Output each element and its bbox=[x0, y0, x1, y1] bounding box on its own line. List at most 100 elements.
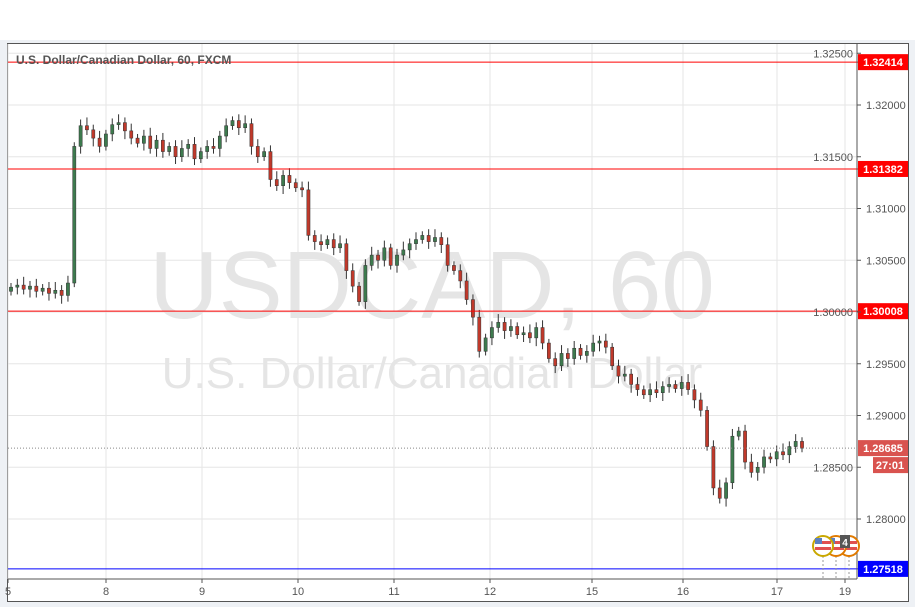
y-tick-label: 1.32000 bbox=[866, 100, 906, 112]
candle-body bbox=[743, 430, 747, 463]
candle-body bbox=[59, 290, 64, 296]
candle-body bbox=[667, 384, 671, 387]
candle-body bbox=[724, 482, 728, 499]
candle-body bbox=[414, 239, 418, 244]
flag-stripe bbox=[841, 547, 857, 550]
candle-body bbox=[369, 254, 374, 266]
flag-canton bbox=[815, 538, 822, 544]
candle-body bbox=[566, 353, 570, 359]
price-label: 1.31382 bbox=[863, 164, 903, 176]
candle-body bbox=[439, 237, 444, 245]
candle-body bbox=[47, 287, 51, 294]
candle-body bbox=[730, 435, 735, 484]
countdown-box bbox=[873, 457, 908, 474]
x-tick-label: 12 bbox=[484, 586, 496, 598]
candle-body bbox=[622, 373, 627, 377]
candle-body bbox=[534, 327, 539, 339]
candle-body bbox=[34, 285, 39, 292]
countdown-label: 27:01 bbox=[876, 460, 904, 472]
y-tick-label: 1.28500 bbox=[813, 462, 853, 474]
candle-body bbox=[198, 151, 203, 160]
candle-body bbox=[224, 125, 229, 137]
candle-body bbox=[21, 284, 26, 290]
candle-body bbox=[205, 146, 210, 152]
candle-body bbox=[471, 299, 475, 318]
candle-body bbox=[540, 327, 545, 344]
candle-body bbox=[15, 284, 20, 288]
x-tick-label: 10 bbox=[292, 586, 304, 598]
candle-body bbox=[496, 322, 501, 328]
candle-body bbox=[603, 340, 608, 348]
candle-body bbox=[129, 130, 134, 139]
candle-body bbox=[357, 285, 361, 302]
y-tick-label: 1.30000 bbox=[813, 307, 853, 319]
candle-body bbox=[490, 327, 494, 339]
candle-body bbox=[123, 122, 127, 132]
candle-body bbox=[521, 332, 526, 336]
price-label-box bbox=[858, 54, 908, 71]
candle-body bbox=[350, 270, 355, 287]
x-tick-label: 11 bbox=[388, 586, 399, 598]
y-tick-label: 1.31500 bbox=[813, 152, 853, 164]
candle-body bbox=[243, 123, 247, 129]
candle-body bbox=[692, 389, 697, 401]
candle-body bbox=[376, 254, 380, 261]
candle-body bbox=[249, 123, 254, 147]
candle-body bbox=[755, 467, 760, 473]
candle-body bbox=[800, 441, 804, 449]
candle-body bbox=[654, 389, 659, 393]
x-tick-label: 19 bbox=[839, 586, 851, 598]
flag-stripe bbox=[828, 547, 844, 550]
candle-body bbox=[135, 137, 140, 144]
candle-body bbox=[578, 347, 583, 356]
candle-body bbox=[293, 182, 298, 189]
candle-body bbox=[40, 287, 45, 292]
candle-body bbox=[452, 265, 456, 271]
x-tick-label: 17 bbox=[771, 586, 783, 598]
candle-body bbox=[401, 249, 406, 256]
candle-body bbox=[28, 285, 32, 290]
candle-body bbox=[673, 384, 678, 389]
last-price-label: 1.28685 bbox=[863, 443, 903, 455]
candle-body bbox=[382, 247, 387, 261]
candle-body bbox=[774, 451, 779, 460]
candle-body bbox=[363, 265, 368, 302]
x-tick-label: 8 bbox=[103, 586, 109, 598]
candle-body bbox=[192, 144, 197, 160]
y-tick-label: 1.29000 bbox=[866, 411, 906, 423]
candle-body bbox=[528, 332, 532, 339]
candle-body bbox=[154, 139, 159, 149]
candle-body bbox=[483, 337, 488, 352]
candle-body bbox=[85, 125, 89, 131]
x-tick-label: 9 bbox=[199, 586, 205, 598]
candle-body bbox=[426, 235, 431, 242]
candle-body bbox=[686, 382, 690, 390]
price-label-box bbox=[858, 303, 908, 320]
flag-stripe bbox=[815, 541, 831, 544]
candle-body bbox=[186, 144, 191, 149]
event-count: 4 bbox=[842, 538, 848, 549]
candle-body bbox=[161, 139, 165, 152]
candle-body bbox=[236, 120, 241, 129]
candle-body bbox=[648, 389, 652, 396]
candle-body bbox=[407, 243, 412, 251]
candle-body bbox=[591, 342, 596, 352]
candle-body bbox=[167, 146, 172, 152]
candle-body bbox=[281, 175, 285, 186]
candle-body bbox=[660, 386, 665, 393]
candle-body bbox=[66, 282, 70, 296]
y-tick-label: 1.28000 bbox=[866, 514, 906, 526]
candle-body bbox=[325, 239, 330, 245]
price-label: 1.30008 bbox=[863, 306, 903, 318]
candle-body bbox=[78, 125, 83, 147]
candle-body bbox=[635, 384, 640, 390]
candle-body bbox=[148, 135, 153, 149]
chart-container[interactable] bbox=[7, 43, 909, 602]
candle-body bbox=[717, 487, 722, 499]
candle-body bbox=[629, 373, 633, 385]
y-tick-label: 1.31000 bbox=[866, 204, 906, 216]
flag-stripe bbox=[815, 547, 831, 550]
candle-body bbox=[641, 389, 646, 396]
price-label-box bbox=[858, 160, 908, 177]
